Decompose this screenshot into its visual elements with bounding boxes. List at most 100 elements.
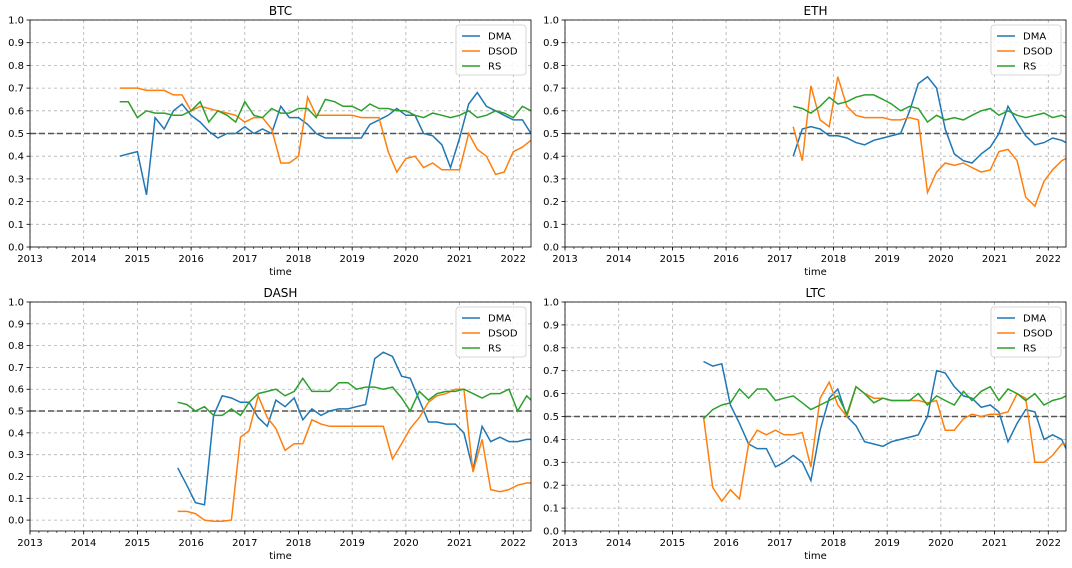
legend-label-dsod: DSOD [488,329,518,340]
series-line-dma [703,360,1066,484]
x-tick-label: 2016 [713,254,738,265]
y-tick-label: 0.9 [543,38,559,49]
subplot-eth: 0.0 0.1 0.2 0.3 0.4 0.5 0.6 0.7 0.8 0.9 1.0 2013 201… [543,4,1067,278]
x-tick-label: 2017 [232,538,257,549]
x-tick-label: 2015 [125,538,150,549]
x-tick-label: 2013 [552,254,577,265]
y-tick-label: 1.0 [8,16,24,27]
y-tick-label: 0.0 [543,243,559,254]
y-tick-label: 0.4 [8,428,24,439]
y-tick-label: 0.6 [543,106,559,117]
y-tick-label: 0.5 [543,412,559,423]
legend: DMA DSOD RS [990,24,1062,76]
legend-label-dma: DMA [488,314,511,325]
legend-label-rs: RS [1023,62,1036,73]
y-tick-label: 1.0 [543,16,559,27]
x-tick-label: 2022 [1036,254,1061,265]
subplot-btc: 0.0 0.1 0.2 0.3 0.4 0.5 0.6 0.7 0.8 0.9 1.0 2013 201… [8,4,532,278]
x-tick-label: 2018 [821,538,846,549]
y-tick-label: 0.8 [8,341,24,352]
x-tick-label: 2018 [821,254,846,265]
x-tick-label: 2014 [606,538,631,549]
y-tick-label: 0.5 [8,407,24,418]
series-line-dsod [119,87,531,176]
y-tick-label: 0.6 [8,106,24,117]
y-tick-label: 0.1 [8,494,24,505]
y-tick-label: 0.9 [8,319,24,330]
subplot-title: LTC [805,286,825,300]
y-tick-label: 0.0 [8,516,24,527]
x-tick-label: 2015 [660,254,685,265]
legend: DMA DSOD RS [455,306,527,358]
y-tick-label: 0.8 [8,61,24,72]
x-tick-label: 2019 [874,254,899,265]
x-tick-label: 2015 [125,254,150,265]
legend-label-dsod: DSOD [1023,47,1053,58]
subplot-title: DASH [264,286,298,300]
y-tick-label: 0.6 [543,389,559,400]
x-tick-label: 2014 [71,254,96,265]
x-tick-label: 2019 [339,254,364,265]
legend-box [990,24,1062,76]
x-tick-label: 2013 [17,538,42,549]
series-line-dsod [177,388,531,522]
subplot-title: ETH [804,4,828,18]
x-tick-label: 2020 [393,254,418,265]
y-tick-label: 0.5 [543,129,559,140]
y-tick-label: 0.2 [8,472,24,483]
x-tick-label: 2021 [447,538,472,549]
x-tick-label: 2020 [928,254,953,265]
y-tick-label: 0.1 [8,220,24,231]
x-tick-label: 2018 [286,538,311,549]
y-tick-label: 0.7 [543,366,559,377]
legend-box [455,24,527,76]
x-tick-label: 2015 [660,538,685,549]
y-tick-label: 1.0 [8,298,24,309]
y-tick-label: 0.9 [543,320,559,331]
legend-label-rs: RS [488,62,501,73]
y-tick-label: 0.3 [543,174,559,185]
y-tick-label: 0.8 [543,61,559,72]
x-tick-label: 2018 [286,254,311,265]
series-line-dsod [792,76,1066,208]
x-axis-label: time [269,551,292,562]
y-tick-label: 0.2 [543,481,559,492]
legend-label-dma: DMA [488,32,511,43]
series-line-rs [702,385,1066,420]
y-tick-label: 0.7 [543,84,559,95]
x-tick-label: 2020 [393,538,418,549]
series-line-dma [119,91,531,195]
x-tick-label: 2016 [178,538,203,549]
series-line-dma [792,75,1066,164]
x-tick-label: 2017 [767,538,792,549]
x-axis-label: time [804,551,827,562]
y-tick-label: 0.3 [8,174,24,185]
subplot-ltc: 0.0 0.1 0.2 0.3 0.4 0.5 0.6 0.7 0.8 0.9 1.0 2013 201… [543,286,1067,562]
legend-box [455,306,527,358]
x-tick-label: 2013 [552,538,577,549]
y-tick-label: 0.4 [8,152,24,163]
y-tick-label: 0.3 [543,458,559,469]
y-tick-label: 0.7 [8,363,24,374]
series-line-rs [793,94,1066,124]
y-tick-label: 0.2 [8,197,24,208]
x-tick-label: 2014 [71,538,96,549]
series-line-rs [177,376,531,417]
subplot-dash: 0.0 0.1 0.2 0.3 0.4 0.5 0.6 0.7 0.8 0.9 1.0 2013 201… [8,286,532,562]
y-tick-label: 0.2 [543,197,559,208]
x-axis-label: time [804,267,827,278]
y-tick-label: 0.5 [8,129,24,140]
x-axis-label: time [269,267,292,278]
legend-label-dsod: DSOD [1023,329,1053,340]
y-tick-label: 0.3 [8,450,24,461]
x-tick-label: 2022 [1036,538,1061,549]
y-tick-label: 0.8 [543,343,559,354]
x-tick-label: 2016 [178,254,203,265]
y-tick-label: 0.9 [8,38,24,49]
x-tick-label: 2022 [501,254,526,265]
x-tick-label: 2020 [928,538,953,549]
y-tick-label: 0.0 [543,527,559,538]
legend-label-rs: RS [1023,344,1036,355]
y-tick-label: 0.1 [543,504,559,515]
